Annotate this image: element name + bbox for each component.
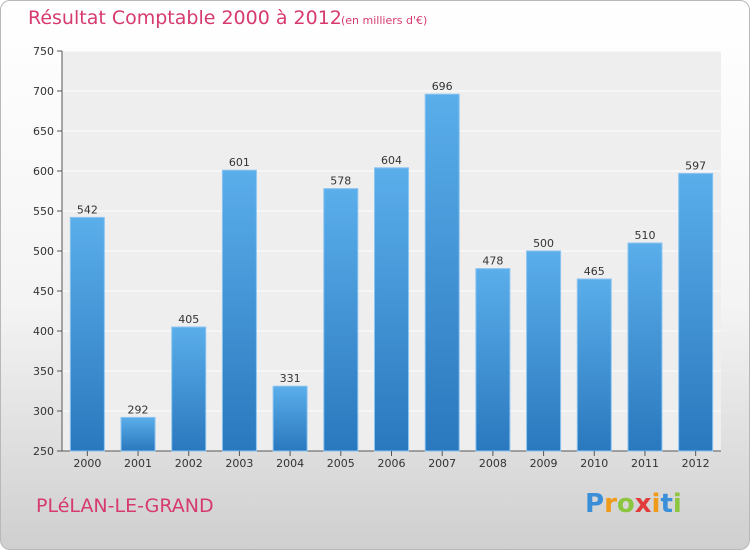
logo-letter: i	[672, 489, 682, 519]
bar-2005	[323, 188, 359, 452]
value-label-2002: 405	[178, 313, 199, 326]
chart-subtitle: (en milliers d'€)	[341, 14, 428, 27]
x-tick-label-2005: 2005	[327, 457, 355, 470]
value-label-2003: 601	[229, 156, 250, 169]
x-tick-label-2012: 2012	[682, 457, 710, 470]
x-tick-label-2006: 2006	[378, 457, 406, 470]
logo-letter: i	[651, 489, 661, 519]
chart-title: Résultat Comptable 2000 à 2012	[28, 7, 342, 29]
value-label-2012: 597	[685, 159, 706, 172]
y-tick-label: 300	[33, 405, 54, 418]
y-tick-label: 450	[33, 285, 54, 298]
value-label-2000: 542	[77, 203, 98, 216]
x-tick-label-2007: 2007	[428, 457, 456, 470]
logo-letter: t	[660, 489, 673, 519]
bar-2002	[171, 326, 207, 452]
value-label-2007: 696	[432, 80, 453, 93]
x-tick-label-2002: 2002	[175, 457, 203, 470]
bar-2012	[678, 172, 714, 452]
x-tick-label-2003: 2003	[225, 457, 253, 470]
x-tick-label-2000: 2000	[73, 457, 101, 470]
y-tick-label: 350	[33, 365, 54, 378]
logo-letter: r	[604, 489, 617, 519]
y-tick-label: 700	[33, 85, 54, 98]
logo-letter: P	[585, 489, 605, 519]
value-label-2009: 500	[533, 237, 554, 250]
value-label-2004: 331	[280, 372, 301, 385]
logo-letter: o	[616, 489, 635, 519]
value-label-2006: 604	[381, 154, 402, 167]
value-label-2001: 292	[128, 403, 149, 416]
value-label-2005: 578	[330, 175, 351, 188]
bar-2008	[475, 268, 511, 452]
x-tick-label-2010: 2010	[580, 457, 608, 470]
logo-letter: x	[634, 489, 652, 519]
bar-2010	[576, 278, 612, 452]
value-label-2010: 465	[584, 265, 605, 278]
x-tick-label-2008: 2008	[479, 457, 507, 470]
value-label-2011: 510	[634, 229, 655, 242]
bar-2009	[526, 250, 562, 452]
y-tick-label: 600	[33, 165, 54, 178]
x-tick-label-2009: 2009	[530, 457, 558, 470]
x-tick-label-2011: 2011	[631, 457, 659, 470]
bar-2004	[272, 385, 308, 452]
y-tick-label: 750	[33, 45, 54, 58]
y-tick-label: 650	[33, 125, 54, 138]
y-tick-label: 500	[33, 245, 54, 258]
bar-2007	[424, 93, 460, 452]
y-tick-label: 400	[33, 325, 54, 338]
x-tick-label-2001: 2001	[124, 457, 152, 470]
y-tick-label: 250	[33, 445, 54, 458]
y-tick-label: 550	[33, 205, 54, 218]
bar-2001	[120, 416, 156, 452]
bar-2003	[221, 169, 257, 452]
x-tick-label-2004: 2004	[276, 457, 304, 470]
commune-name: PLéLAN-LE-GRAND	[36, 495, 214, 517]
bar-2000	[69, 216, 105, 452]
proxiti-logo[interactable]: Proxiti	[585, 489, 682, 519]
value-label-2008: 478	[482, 255, 503, 268]
bar-2006	[374, 167, 409, 452]
bar-2011	[627, 242, 663, 452]
